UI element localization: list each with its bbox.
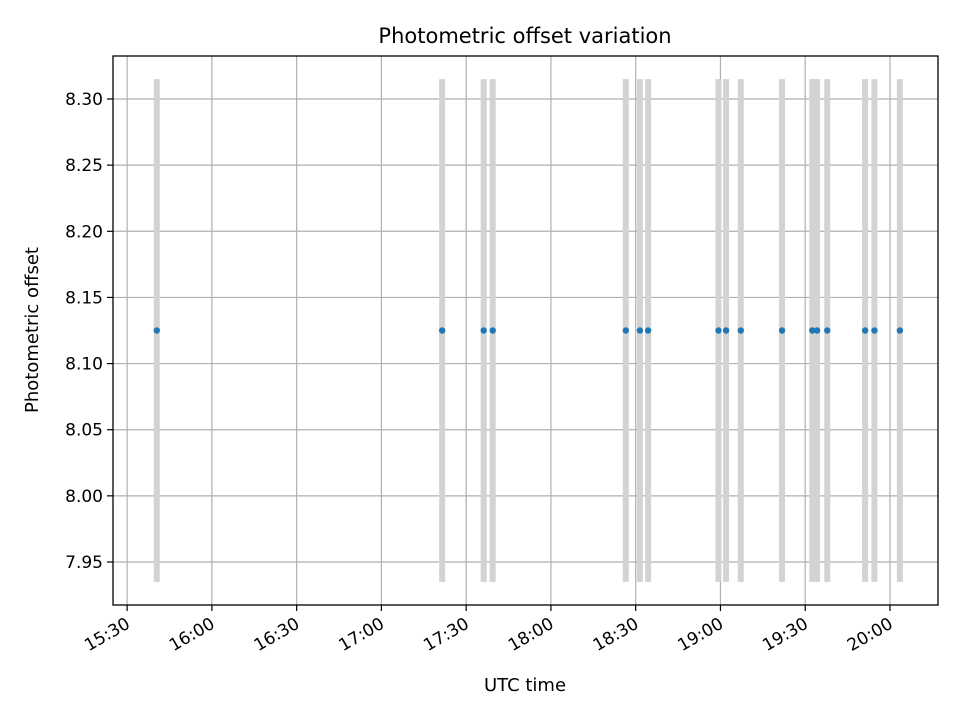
y-axis-label: Photometric offset bbox=[22, 247, 43, 413]
data-point bbox=[809, 327, 816, 334]
y-tick-label: 8.10 bbox=[65, 355, 103, 375]
data-point bbox=[722, 327, 730, 334]
y-tick-label: 8.25 bbox=[65, 156, 103, 176]
data-points bbox=[153, 327, 904, 334]
data-point bbox=[896, 327, 904, 334]
chart-title: Photometric offset variation bbox=[378, 24, 671, 48]
data-point bbox=[489, 327, 496, 334]
data-point bbox=[644, 327, 652, 334]
plot-frame bbox=[112, 55, 939, 606]
data-point bbox=[622, 327, 629, 334]
data-point bbox=[778, 327, 786, 334]
data-point bbox=[438, 327, 446, 334]
data-point bbox=[153, 327, 160, 334]
y-tick-label: 8.15 bbox=[65, 288, 103, 308]
data-point bbox=[737, 327, 744, 334]
data-point bbox=[636, 327, 644, 334]
x-axis-label: UTC time bbox=[484, 675, 566, 696]
y-tick-label: 8.00 bbox=[65, 487, 103, 507]
y-axis-ticks: 7.95 8.00 8.05 8.10 8.15 8.20 8.25 8.30 bbox=[65, 90, 113, 573]
data-point bbox=[813, 327, 821, 334]
data-point bbox=[480, 327, 487, 334]
data-point bbox=[824, 327, 831, 334]
data-point bbox=[715, 327, 722, 334]
data-point bbox=[871, 327, 878, 334]
y-tick-label: 7.95 bbox=[65, 553, 103, 573]
data-point bbox=[861, 327, 869, 334]
y-tick-label: 8.30 bbox=[65, 90, 103, 110]
y-tick-label: 8.20 bbox=[65, 222, 103, 242]
y-tick-label: 8.05 bbox=[65, 421, 103, 441]
